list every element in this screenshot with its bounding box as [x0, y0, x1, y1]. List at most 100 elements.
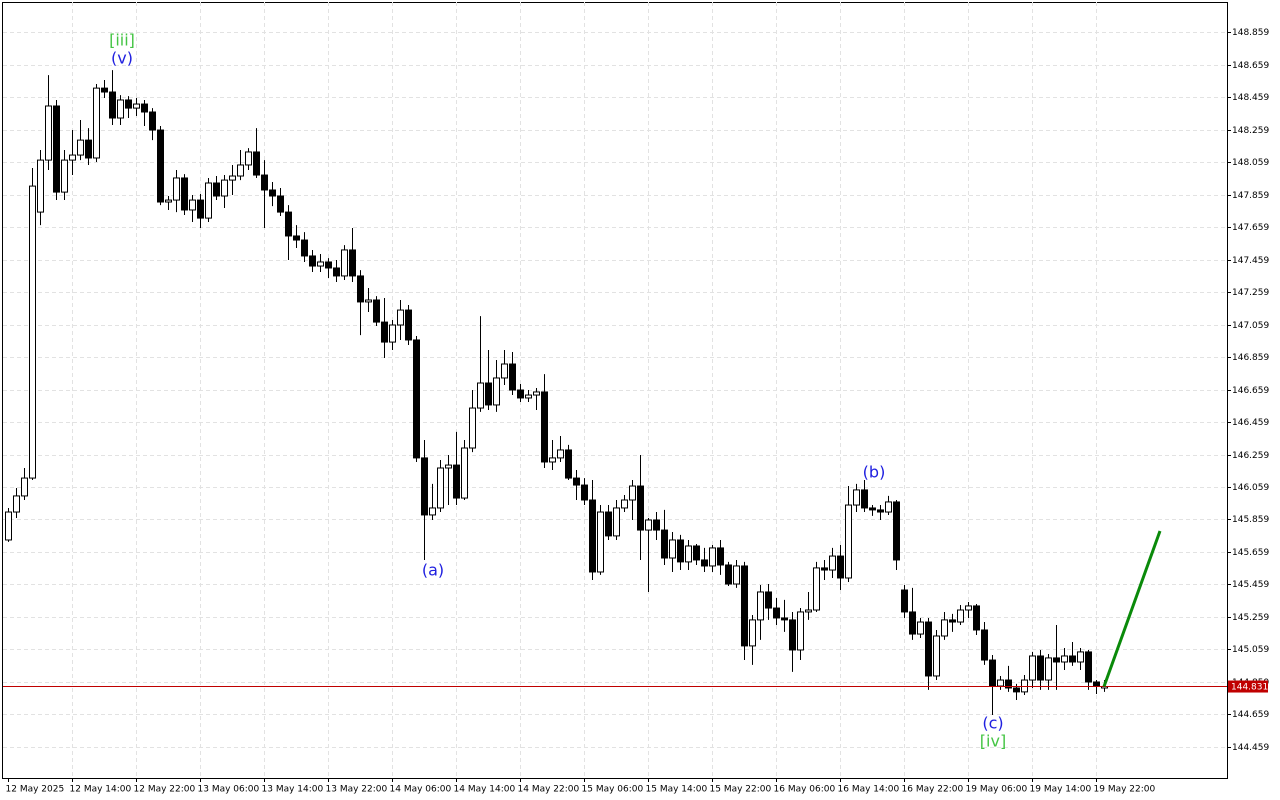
x-tick-label: 13 May 22:00 [326, 785, 388, 795]
x-tick-label: 16 May 14:00 [838, 785, 900, 795]
candle-body [117, 99, 124, 119]
candle-body [893, 501, 900, 561]
wave-label: (c) [982, 714, 1003, 733]
candle-body [741, 565, 748, 647]
candle-body [453, 464, 460, 499]
candle-body [205, 182, 212, 219]
candle-body [581, 484, 588, 501]
candle-body [557, 449, 564, 459]
candle-body [85, 139, 92, 159]
candle-body [285, 211, 292, 237]
candle-body [301, 239, 308, 257]
candle-body [21, 477, 28, 497]
x-tick-label: 14 May 14:00 [454, 785, 516, 795]
candle-body [629, 485, 636, 501]
candle-body [157, 129, 164, 203]
candle-body [637, 485, 644, 531]
y-tick-label: 148.259 [1232, 126, 1269, 136]
candle-body [421, 457, 428, 516]
x-tick-label: 15 May 06:00 [582, 785, 644, 795]
y-tick-label: 148.659 [1232, 61, 1269, 71]
candle-body [685, 545, 692, 563]
candle-body [333, 267, 340, 277]
candle-body [877, 509, 884, 513]
y-tick-label: 148.859 [1232, 28, 1269, 38]
candle-body [45, 105, 52, 161]
candle-body [549, 457, 556, 463]
candle-body [29, 185, 36, 479]
candle-body [293, 235, 300, 241]
candle-body [317, 261, 324, 267]
x-tick-label: 19 May 14:00 [1030, 785, 1092, 795]
candle-body [565, 449, 572, 479]
candle-body [765, 591, 772, 609]
x-tick-label: 12 May 22:00 [134, 785, 196, 795]
candle-body [221, 179, 228, 197]
x-tick-label: 12 May 2025 [6, 785, 65, 795]
candle-body [773, 607, 780, 619]
candle-body [77, 139, 84, 156]
candle-body [61, 159, 68, 193]
y-tick-label: 144.459 [1232, 743, 1269, 753]
x-tick-label: 14 May 22:00 [518, 785, 580, 795]
candle-body [717, 547, 724, 566]
candle-body [189, 199, 196, 211]
y-tick-label: 148.059 [1232, 158, 1269, 168]
candle-body [869, 507, 876, 511]
candle-body [197, 199, 204, 219]
candle-body [69, 154, 76, 161]
candle-body [229, 175, 236, 181]
candle-body [621, 499, 628, 509]
candle-body [853, 489, 860, 506]
candle-body [517, 389, 524, 399]
x-tick-label: 12 May 14:00 [70, 785, 132, 795]
candle-body [1077, 651, 1084, 663]
y-tick-label: 147.459 [1232, 256, 1269, 266]
candle-body [37, 159, 44, 213]
y-tick-label: 147.059 [1232, 321, 1269, 331]
y-tick-label: 144.659 [1232, 710, 1269, 720]
candle-body [493, 377, 500, 406]
candle-body [573, 477, 580, 486]
y-tick-label: 145.459 [1232, 580, 1269, 590]
candle-body [1061, 655, 1068, 663]
y-tick-label: 146.459 [1232, 418, 1269, 428]
candle-body [725, 564, 732, 585]
candle-body [349, 249, 356, 277]
candle-body [949, 619, 956, 623]
candle-body [269, 189, 276, 197]
candle-body [1053, 657, 1060, 663]
candle-body [757, 591, 764, 621]
candle-body [813, 567, 820, 611]
candle-body [533, 391, 540, 396]
candle-body [597, 511, 604, 573]
candle-body [837, 555, 844, 579]
candle-body [525, 394, 532, 399]
candle-body [1013, 687, 1020, 693]
candle-body [469, 407, 476, 449]
candle-body [973, 605, 980, 631]
candle-body [213, 182, 220, 197]
candle-body [101, 87, 108, 93]
candle-body [429, 507, 436, 516]
x-tick-label: 19 May 22:00 [1094, 785, 1156, 795]
candle-body [797, 611, 804, 651]
wave-label: (a) [422, 561, 444, 580]
candle-body [1005, 679, 1012, 689]
candle-body [309, 255, 316, 267]
candle-body [165, 199, 172, 203]
candle-body [805, 609, 812, 613]
x-tick-label: 13 May 06:00 [198, 785, 260, 795]
candle-body [1021, 679, 1028, 693]
candle-body [709, 547, 716, 567]
y-tick-label: 146.259 [1232, 451, 1269, 461]
candle-body [901, 589, 908, 613]
candle-body [357, 275, 364, 303]
candle-body [541, 391, 548, 463]
candle-body [109, 91, 116, 119]
candle-body [613, 507, 620, 537]
candle-body [845, 504, 852, 579]
candle-body [677, 539, 684, 563]
candle-body [661, 529, 668, 559]
